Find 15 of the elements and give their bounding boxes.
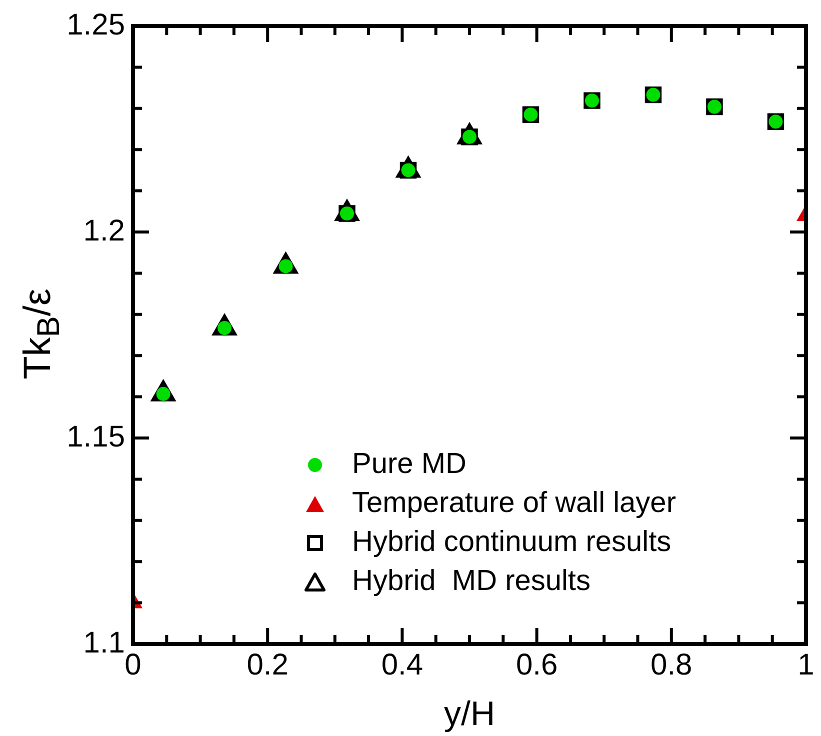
x-tick-label: 0.6 <box>516 648 558 682</box>
x-tick-label: 0.8 <box>650 648 692 682</box>
x-axis-title: y/H <box>444 694 495 733</box>
x-tick-label: 0.4 <box>381 648 424 682</box>
y-tick-label: 1.1 <box>83 626 125 660</box>
y-tick-label: 1.2 <box>83 214 125 248</box>
x-tick-label: 0 <box>124 648 142 682</box>
legend-label: Hybrid MD results <box>352 565 590 598</box>
legend-label: Pure MD <box>352 448 466 481</box>
y-tick-label: 1.15 <box>66 420 125 454</box>
legend-label: Hybrid continuum results <box>352 526 672 559</box>
x-tick-label: 1 <box>798 648 814 682</box>
y-tick-label: 1.25 <box>66 8 125 42</box>
x-tick-label: 0.2 <box>246 648 288 682</box>
legend-label: Temperature of wall layer <box>352 487 676 520</box>
